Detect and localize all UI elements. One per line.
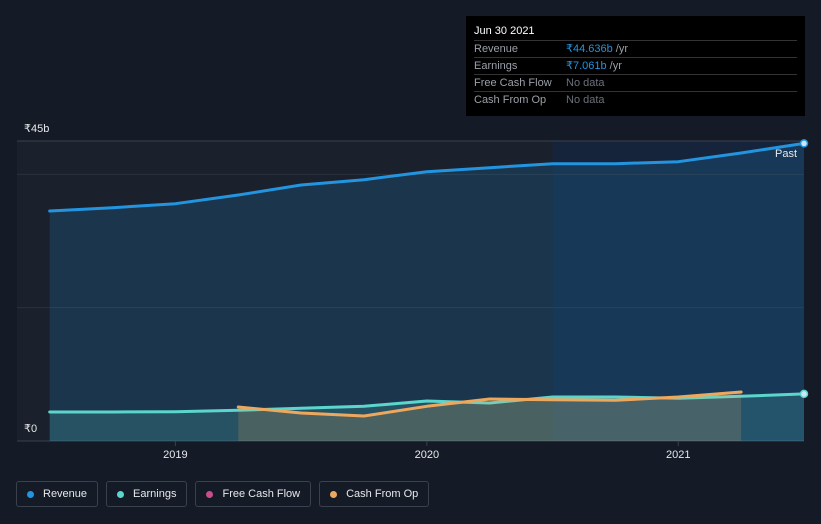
series-area xyxy=(49,143,804,441)
highlight-region xyxy=(552,141,804,441)
tooltip-label: Earnings xyxy=(474,60,518,72)
legend-swatch xyxy=(206,490,214,498)
legend-label: Free Cash Flow xyxy=(222,488,301,500)
x-tick-label: 2020 xyxy=(415,449,439,461)
tooltip-row: Earnings ₹7.061b/yr xyxy=(474,58,797,75)
y-tick-label: ₹45b xyxy=(24,123,49,135)
series-end-dot xyxy=(799,139,809,148)
tooltip-value: ₹7.061b xyxy=(566,60,607,72)
x-tick-label: 2019 xyxy=(163,449,187,461)
legend-item[interactable]: Earnings xyxy=(106,481,188,507)
legend-swatch xyxy=(330,490,338,498)
tooltip: Jun 30 2021 Revenue ₹44.636b/yr Earnings ₹7… xyxy=(466,16,805,116)
tooltip-value: No data xyxy=(566,94,605,106)
legend: Revenue Earnings Free Cash Flow Cash From O… xyxy=(16,481,430,507)
series-area xyxy=(238,392,742,441)
legend-label: Earnings xyxy=(133,488,177,500)
annotation: Past xyxy=(775,148,797,160)
legend-swatch xyxy=(117,490,125,498)
legend-item[interactable]: Free Cash Flow xyxy=(195,481,312,507)
series-end-dot xyxy=(799,389,809,399)
tooltip-row: Cash From Op No data xyxy=(474,92,797,108)
series-line xyxy=(236,390,743,418)
series-line xyxy=(48,141,806,213)
tooltip-row: Free Cash Flow No data xyxy=(474,75,797,92)
series-area xyxy=(49,393,804,441)
tooltip-label: Free Cash Flow xyxy=(474,77,552,89)
legend-swatch xyxy=(27,490,34,498)
tooltip-label: Cash From Op xyxy=(474,94,547,106)
x-tick-label: 2021 xyxy=(666,449,690,461)
tooltip-row: Revenue ₹44.636b/yr xyxy=(474,41,797,58)
legend-label: Cash From Op xyxy=(346,488,419,500)
y-tick-label: ₹0 xyxy=(24,423,37,435)
tooltip-value: ₹44.636b xyxy=(566,43,613,55)
legend-label: Revenue xyxy=(43,488,88,500)
tooltip-label: Revenue xyxy=(474,43,519,55)
tooltip-unit: /yr xyxy=(609,60,622,72)
tooltip-unit: /yr xyxy=(615,43,628,55)
tooltip-title: Jun 30 2021 xyxy=(474,22,797,41)
tooltip-rows: Revenue ₹44.636b/yr Earnings ₹7.061b/yr Free… xyxy=(474,41,797,108)
tooltip-value: No data xyxy=(566,77,605,89)
legend-item[interactable]: Revenue xyxy=(16,481,99,507)
legend-item[interactable]: Cash From Op xyxy=(319,481,430,507)
